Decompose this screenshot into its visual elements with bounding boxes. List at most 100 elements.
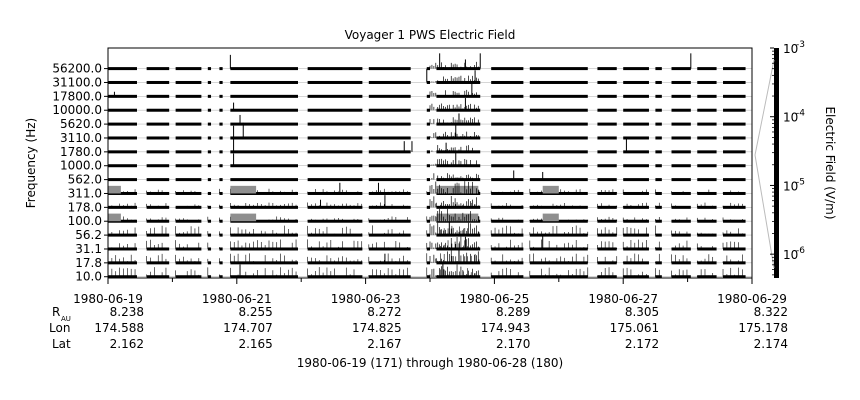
data-segment xyxy=(723,219,746,223)
data-segment xyxy=(230,164,298,168)
data-segment xyxy=(671,275,691,279)
data-segment xyxy=(623,136,649,140)
colorbar-label: Electric Field (V/m) xyxy=(823,106,837,219)
data-segment xyxy=(108,275,137,279)
data-segment xyxy=(230,67,298,71)
data-segment xyxy=(426,178,430,182)
data-segment xyxy=(491,136,524,140)
y-tick-label: 562.0 xyxy=(68,173,102,187)
ephem-value-lon: 174.825 xyxy=(352,321,402,335)
data-segment xyxy=(230,205,298,209)
data-segment xyxy=(368,122,411,126)
data-segment xyxy=(175,191,202,195)
data-segment xyxy=(175,233,202,237)
data-segment xyxy=(529,247,588,251)
y-tick-label: 56.2 xyxy=(75,228,102,242)
data-segment xyxy=(491,191,524,195)
data-segment xyxy=(723,205,746,209)
data-segment xyxy=(108,108,137,112)
data-segment xyxy=(307,150,363,154)
data-segment xyxy=(597,80,617,84)
data-segment xyxy=(655,233,662,237)
colorbar-tick-base: 10 xyxy=(783,248,798,262)
data-segment xyxy=(146,233,170,237)
data-segment xyxy=(697,67,717,71)
data-segment xyxy=(368,219,411,223)
data-segment xyxy=(655,247,662,251)
data-segment xyxy=(426,108,430,112)
data-segment xyxy=(529,67,588,71)
data-segment xyxy=(671,261,691,265)
data-segment xyxy=(230,150,298,154)
data-segment xyxy=(655,178,662,182)
data-segment xyxy=(597,247,617,251)
ephem-value-lat: 2.172 xyxy=(625,337,659,351)
colorbar-tick-exp: -6 xyxy=(796,246,805,256)
data-segment xyxy=(723,67,746,71)
data-segment xyxy=(426,275,430,279)
data-segment xyxy=(426,219,430,223)
data-segment xyxy=(307,191,363,195)
data-segment xyxy=(230,191,298,195)
colorbar-tick-exp: -5 xyxy=(796,177,805,187)
data-segment xyxy=(175,205,202,209)
data-segment xyxy=(230,122,298,126)
data-segment xyxy=(491,219,524,223)
data-segment xyxy=(207,80,212,84)
data-segment xyxy=(175,275,202,279)
data-segment xyxy=(671,219,691,223)
data-segment xyxy=(623,191,649,195)
data-segment xyxy=(697,80,717,84)
data-segment xyxy=(146,150,170,154)
ephem-value-lat: 2.165 xyxy=(238,337,272,351)
data-segment xyxy=(368,205,411,209)
data-segment xyxy=(307,219,363,223)
data-segment xyxy=(671,233,691,237)
data-segment xyxy=(436,247,481,251)
data-segment xyxy=(597,219,617,223)
data-segment xyxy=(219,164,223,168)
data-segment xyxy=(426,164,430,168)
data-segment xyxy=(529,275,588,279)
data-segment xyxy=(697,219,717,223)
data-segment xyxy=(307,122,363,126)
y-tick-label: 1000.0 xyxy=(60,159,102,173)
data-segment xyxy=(207,233,212,237)
footer-range: 1980-06-19 (171) through 1980-06-28 (180… xyxy=(297,356,563,370)
data-segment xyxy=(671,150,691,154)
data-segment xyxy=(491,247,524,251)
data-segment xyxy=(146,219,170,223)
data-segment xyxy=(219,136,223,140)
x-tick-label: 1980-06-25 xyxy=(460,292,530,306)
data-segment xyxy=(597,94,617,98)
data-segment xyxy=(175,94,202,98)
data-segment xyxy=(723,122,746,126)
data-segment xyxy=(723,80,746,84)
data-segment xyxy=(697,191,717,195)
data-segment xyxy=(219,67,223,71)
data-segment xyxy=(529,108,588,112)
data-segment xyxy=(207,247,212,251)
colorbar-tick-base: 10 xyxy=(783,42,798,56)
data-segment xyxy=(146,108,170,112)
data-segment xyxy=(307,136,363,140)
data-segment xyxy=(697,233,717,237)
ephem-label-r: R xyxy=(52,305,60,319)
data-segment xyxy=(307,80,363,84)
data-segment xyxy=(697,108,717,112)
data-segment xyxy=(207,108,212,112)
data-segment xyxy=(426,94,430,98)
data-segment xyxy=(230,136,298,140)
data-segment xyxy=(723,191,746,195)
data-segment xyxy=(491,164,524,168)
data-segment xyxy=(529,261,588,265)
data-segment xyxy=(108,205,137,209)
data-segment xyxy=(175,80,202,84)
data-segment xyxy=(436,80,481,84)
data-segment xyxy=(655,261,662,265)
data-segment xyxy=(529,178,588,182)
ephem-value-r_au: 8.238 xyxy=(110,305,144,319)
data-segment xyxy=(723,247,746,251)
data-segment xyxy=(491,150,524,154)
